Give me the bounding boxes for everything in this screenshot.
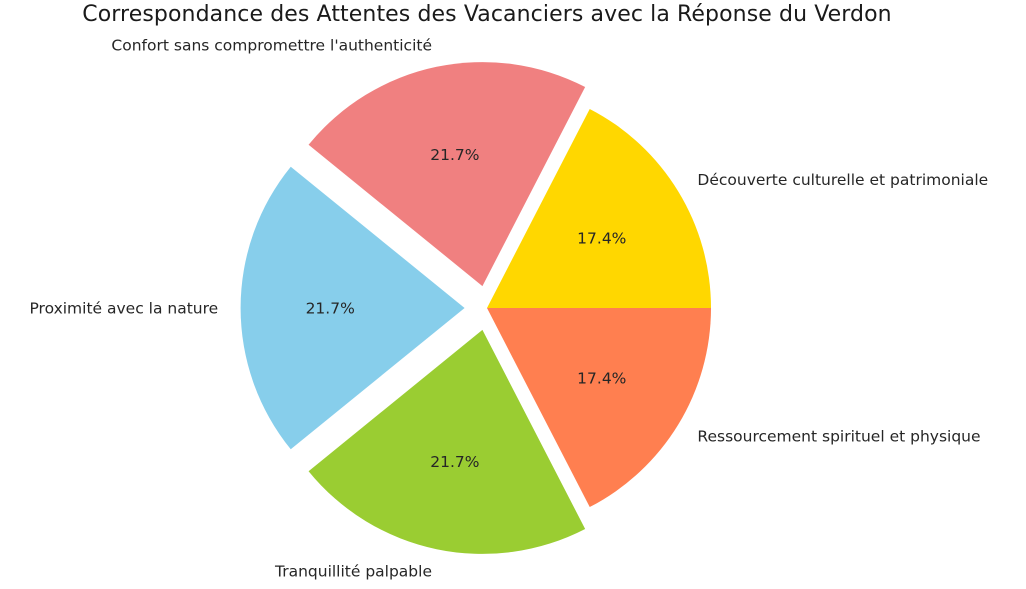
chart-title: Correspondance des Attentes des Vacancie… [82, 2, 892, 27]
pct-label-ressourcement: 17.4% [577, 369, 626, 387]
pct-label-proximite: 21.7% [306, 299, 355, 317]
pie-slice-confort [308, 62, 586, 287]
pct-label-decouverte: 17.4% [577, 230, 626, 248]
slice-label-tranquillite: Tranquillité palpable [274, 563, 432, 581]
slice-label-proximite: Proximité avec la nature [29, 299, 218, 317]
pct-label-tranquillite: 21.7% [430, 453, 479, 471]
pie-slice-tranquillite [308, 329, 586, 554]
slice-label-decouverte: Découverte culturelle et patrimoniale [697, 171, 988, 189]
slice-label-ressourcement: Ressourcement spirituel et physique [697, 428, 980, 446]
pie-slice-decouverte [487, 108, 711, 308]
pie-slice-proximite [240, 166, 465, 450]
pct-label-confort: 21.7% [430, 146, 479, 164]
pie-slice-ressourcement [487, 308, 711, 508]
slice-label-confort: Confort sans compromettre l'authenticité [111, 36, 432, 54]
